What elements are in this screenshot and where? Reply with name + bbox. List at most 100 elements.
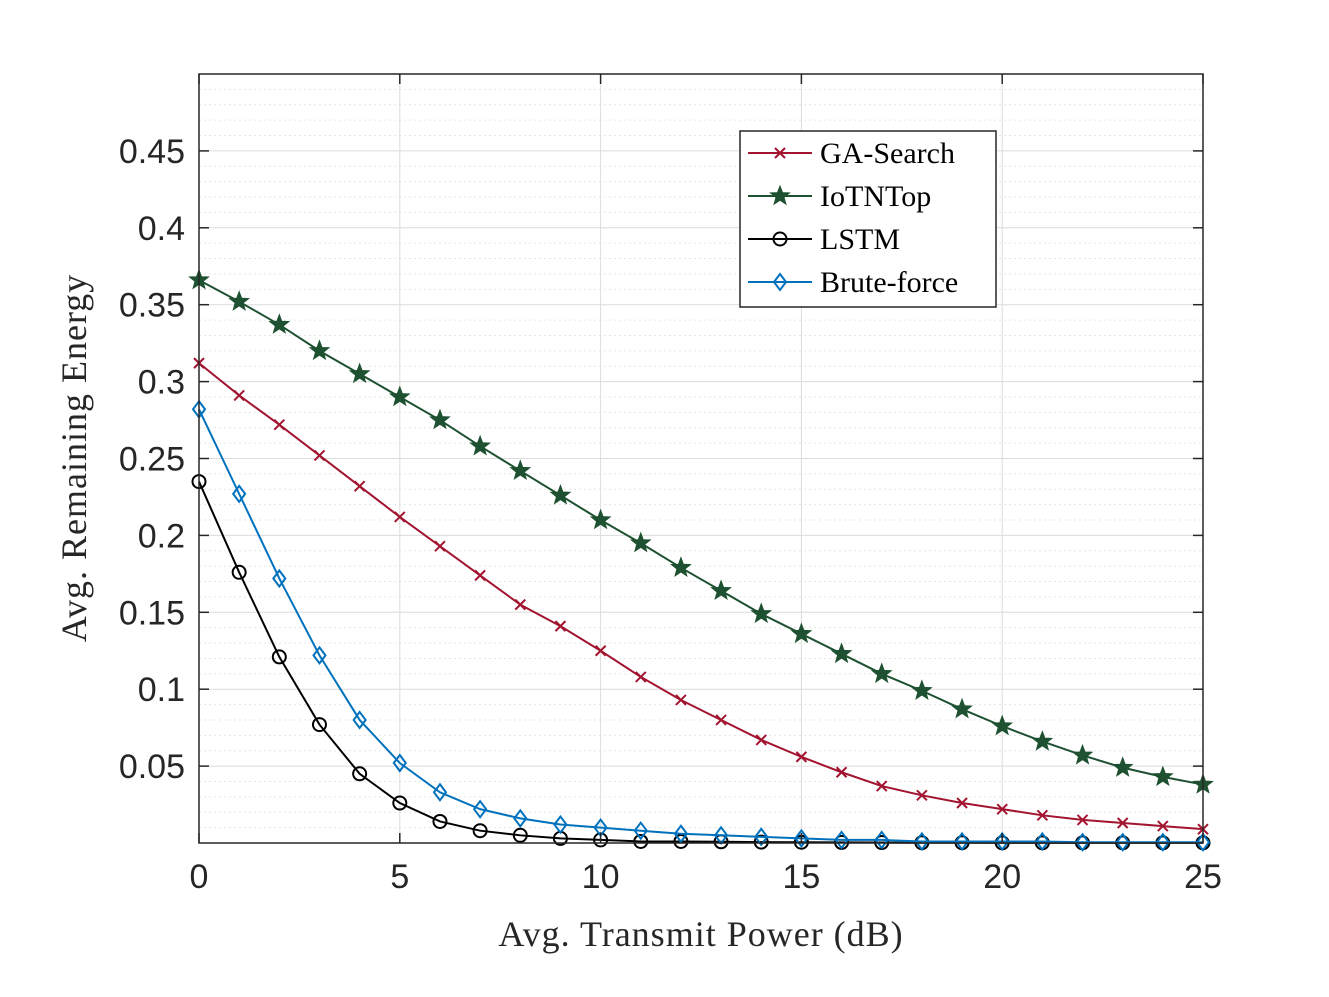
legend-label: IoTNTop [820,180,931,213]
data-point [233,389,245,402]
data-point [951,697,973,719]
marker-stroke [313,449,326,462]
data-point [271,649,287,665]
data-point [753,834,769,850]
minor-grid [199,88,1203,829]
marker-stroke [273,418,286,431]
data-point [750,602,773,624]
marker-stroke [474,569,486,582]
data-point [589,508,612,530]
tick-layer: 0 5 10 15 20 25 0.05 0.1 0.15 0.2 0.25 0.3 0.35 0.4 0.… [119,74,1222,896]
marker-stroke [233,389,245,402]
data-point [388,385,411,407]
data-point [353,480,366,492]
marker-stroke [594,645,607,657]
data-point [1155,832,1171,852]
data-point [834,830,849,850]
legend-marker [772,272,788,292]
marker-stroke [774,147,786,159]
marker-stroke [916,789,928,802]
legend: GA-Search IoTNTop LSTM Brute-force [739,130,997,308]
y-tick-label: 0.35 [119,287,185,325]
legend-item: LSTM [748,223,900,256]
data-point [1151,765,1174,787]
data-point [795,751,808,763]
legend-item: Brute-force [748,266,958,299]
data-point [434,540,446,552]
data-point [794,828,809,849]
marker-stroke [715,714,727,726]
y-tick-label: 0.1 [138,671,185,709]
data-point [1035,831,1050,852]
data-point [231,564,247,580]
data-point [512,827,528,843]
legend-marker [769,184,791,206]
data-point [956,797,968,809]
data-point [432,782,448,802]
data-point [870,662,893,684]
data-point [633,833,649,849]
data-point [629,531,652,553]
data-point [228,290,251,311]
data-point [352,766,368,782]
marker-stroke [1036,809,1049,822]
y-tick-label: 0.3 [138,364,185,402]
data-point [1111,756,1134,777]
marker-stroke [353,480,366,492]
data-point [549,483,572,505]
data-point [1071,743,1094,765]
data-point [673,824,689,844]
data-point [991,714,1014,736]
y-tick-label: 0.2 [138,517,185,555]
data-point [594,645,607,657]
data-point [348,362,371,384]
data-point [996,803,1008,815]
legend-label: GA-Search [820,137,955,170]
data-point [830,642,853,664]
data-point [352,710,367,730]
data-point [553,814,568,835]
x-tick-label: 5 [390,858,409,896]
y-tick-label: 0.15 [119,594,185,632]
marker-stroke [956,797,968,809]
x-tick-label: 20 [983,858,1021,896]
data-point [1195,832,1211,852]
marker-stroke [554,620,567,632]
data-point [755,734,767,746]
data-point [472,823,488,839]
y-tick-label: 0.45 [119,133,185,171]
marker-stroke [1157,820,1169,832]
data-point [835,766,848,778]
data-point [1115,832,1130,852]
data-point [394,511,406,523]
legend-label: Brute-force [820,266,958,299]
marker-stroke [1076,814,1089,826]
data-point [876,780,888,792]
data-point [474,569,486,582]
data-point [1076,814,1089,826]
data-point [916,789,928,802]
marker-stroke [675,694,687,706]
legend-item: IoTNTop [748,180,931,213]
data-point [554,620,567,632]
marker-stroke [635,671,647,683]
data-point [472,799,488,819]
x-tick-label: 25 [1184,858,1222,896]
data-point [432,813,448,829]
marker-stroke [996,803,1008,815]
series-brute-force [191,399,1211,852]
data-point [509,459,532,481]
series-iotntop [188,268,1214,794]
legend-marker [772,231,788,247]
data-point [994,831,1010,852]
y-tick-label: 0.05 [119,748,185,786]
marker-stroke [1116,817,1129,829]
data-point [313,449,326,462]
data-point [311,717,327,733]
data-point [790,622,813,644]
marker-stroke [434,540,446,552]
y-axis-label: Avg. Remaining Energy [54,274,94,643]
x-axis-label: Avg. Transmit Power (dB) [498,914,903,954]
data-point [429,408,451,430]
